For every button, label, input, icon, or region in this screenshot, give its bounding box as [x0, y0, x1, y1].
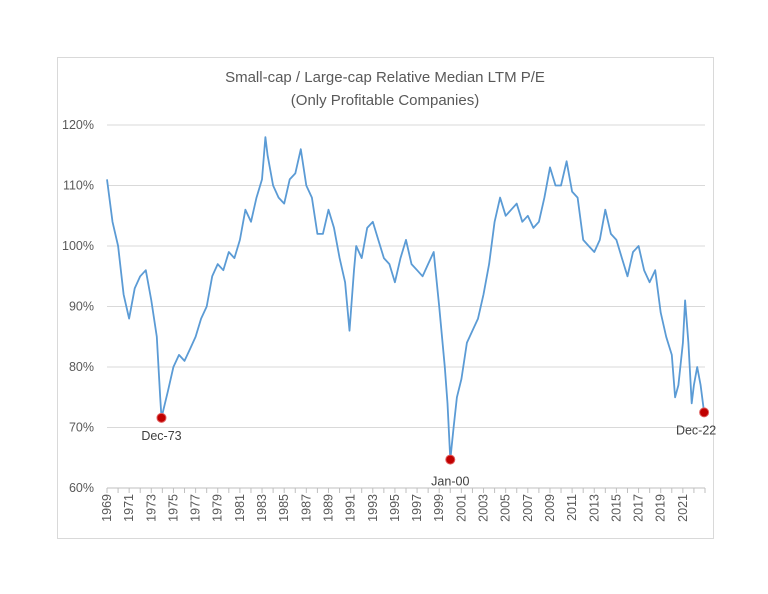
x-tick-label: 2021: [676, 494, 690, 522]
annotation-label: Dec-73: [141, 429, 181, 443]
x-tick-label: 1971: [122, 494, 136, 522]
y-tick-label: 70%: [69, 421, 94, 435]
x-tick-label: 1981: [233, 494, 247, 522]
annotation-label: Dec-22: [676, 423, 716, 437]
x-tick-label: 1985: [277, 494, 291, 522]
x-tick-label: 1979: [211, 494, 225, 522]
x-tick-label: 2005: [499, 494, 513, 522]
x-tick-label: 2011: [565, 494, 579, 521]
x-tick-label: 1995: [388, 494, 402, 522]
annotation-marker: [445, 454, 456, 465]
x-tick-label: 1977: [189, 494, 203, 522]
y-tick-label: 110%: [63, 179, 94, 193]
x-tick-label: 2013: [587, 494, 601, 522]
x-tick-label: 1997: [410, 494, 424, 522]
x-tick-label: 2017: [632, 494, 646, 522]
y-tick-label: 120%: [62, 118, 94, 132]
x-tick-label: 2001: [454, 494, 468, 522]
x-tick-label: 1975: [166, 494, 180, 522]
chart-title: Small-cap / Large-cap Relative Median LT…: [225, 69, 545, 86]
x-tick-label: 1969: [100, 494, 114, 522]
x-tick-label: 1999: [432, 494, 446, 522]
annotation-marker: [699, 407, 710, 418]
y-tick-label: 90%: [69, 300, 94, 314]
x-tick-label: 2003: [477, 494, 491, 522]
x-tick-label: 1987: [299, 494, 313, 522]
x-tick-label: 2007: [521, 494, 535, 522]
x-tick-label: 1973: [144, 494, 158, 522]
x-tick-label: 2015: [609, 494, 623, 522]
annotation-label: Jan-00: [431, 475, 469, 489]
series-line: [106, 136, 705, 461]
x-tick-label: 1993: [366, 494, 380, 522]
x-tick-label: 2019: [654, 494, 668, 522]
y-tick-label: 80%: [69, 360, 94, 374]
y-tick-label: 60%: [69, 481, 94, 495]
x-tick-label: 1983: [255, 494, 269, 522]
annotation-marker: [156, 412, 167, 423]
chart-frame: [57, 57, 714, 539]
x-tick-label: 1991: [344, 494, 358, 522]
y-tick-label: 100%: [62, 239, 94, 253]
x-tick-label: 1989: [321, 494, 335, 522]
chart-subtitle: (Only Profitable Companies): [291, 92, 479, 109]
x-tick-label: 2009: [543, 494, 557, 522]
